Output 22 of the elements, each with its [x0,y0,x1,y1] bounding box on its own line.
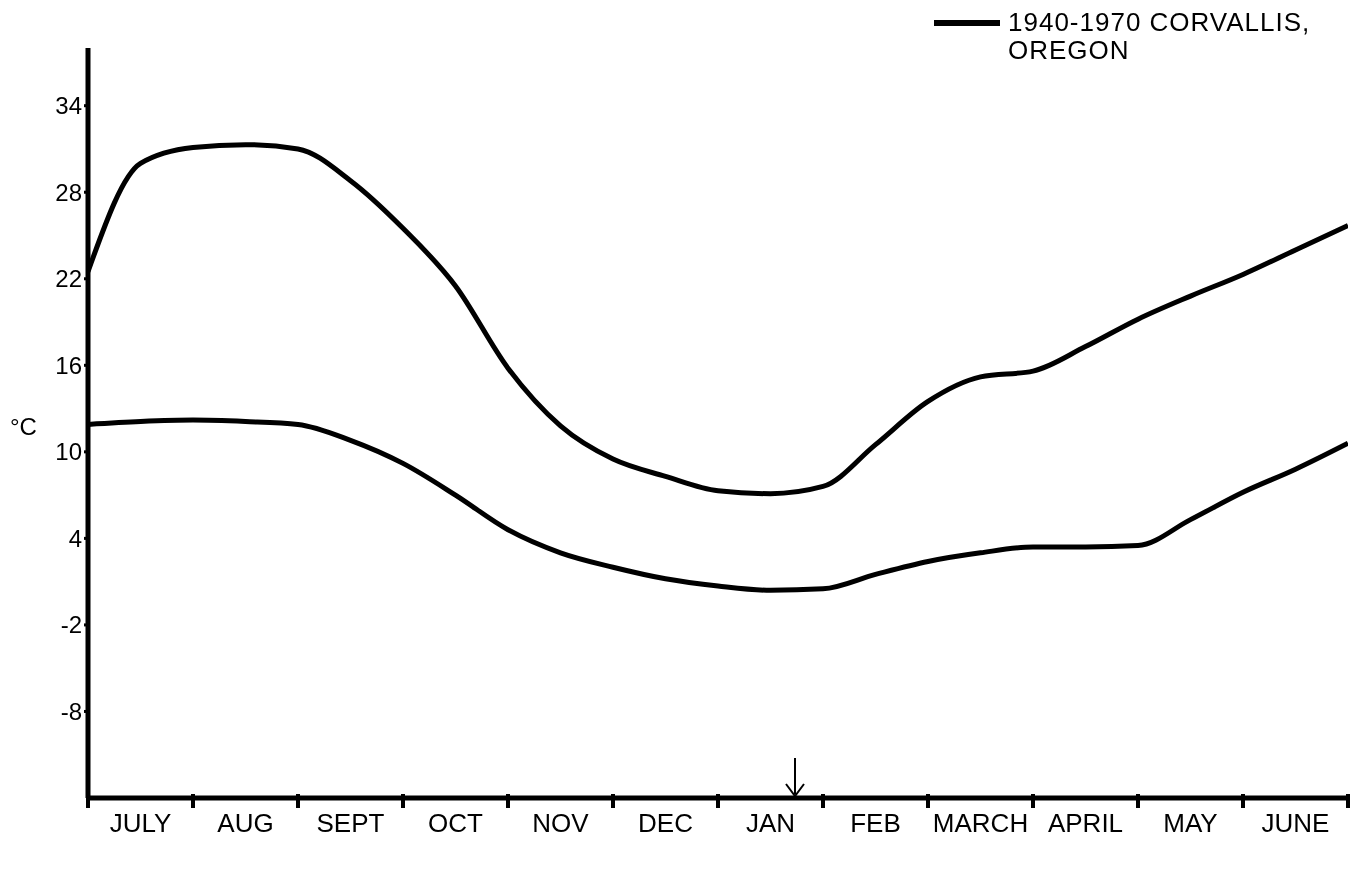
y-tick-label: 16 [55,351,82,379]
y-tick-label: -2 [60,611,82,639]
x-tick-label: NOV [532,808,590,838]
y-tick-label: 4 [68,524,82,552]
x-tick-label: JULY [109,808,172,838]
y-tick-label: 34 [55,92,82,120]
x-tick-label: SEPT [316,808,385,838]
y-tick-label: -8 [60,697,82,725]
y-tick-label: 28 [55,178,82,206]
x-tick-label: DEC [638,808,693,838]
x-tick-label: MARCH [932,808,1029,838]
y-tick-label: 22 [55,265,82,293]
y-axis-title: °C [10,413,37,441]
x-tick-label: MAY [1163,808,1218,838]
x-tick-label: FEB [850,808,901,838]
x-tick-label: OCT [428,808,484,838]
x-tick-label: APRIL [1047,808,1124,838]
y-tick-label: 10 [55,438,82,466]
x-tick-label: AUG [217,808,274,838]
legend-label: 1940-1970 CORVALLIS, OREGON [1008,7,1312,65]
x-tick-label: JUNE [1261,808,1330,838]
x-tick-label: JAN [745,808,796,838]
